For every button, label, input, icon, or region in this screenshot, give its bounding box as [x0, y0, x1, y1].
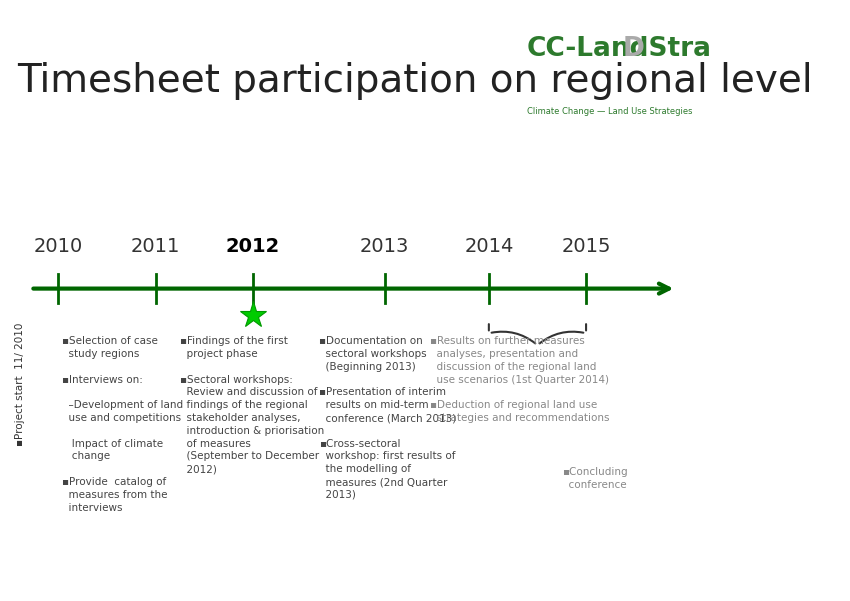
- Text: 2015: 2015: [561, 237, 611, 256]
- Text: 2010: 2010: [34, 237, 83, 256]
- Text: ▪Project start  11/ 2010: ▪Project start 11/ 2010: [15, 322, 26, 445]
- Text: ▪Concluding
  conference: ▪Concluding conference: [562, 467, 627, 490]
- Text: 2011: 2011: [131, 237, 180, 256]
- Text: ▪Documentation on
  sectoral workshops
  (Beginning 2013)

▪Presentation of inte: ▪Documentation on sectoral workshops (Be…: [319, 336, 456, 500]
- Text: Timesheet participation on regional level: Timesheet participation on regional leve…: [17, 63, 813, 100]
- Text: 2012: 2012: [225, 237, 280, 256]
- Text: Climate Change — Land Use Strategies: Climate Change — Land Use Strategies: [527, 107, 693, 116]
- Text: ▪Results on further measures
  analyses, presentation and
  discussion of the re: ▪Results on further measures analyses, p…: [430, 336, 609, 423]
- Text: ▪Selection of case
  study regions

▪Interviews on:

  –Development of land
  us: ▪Selection of case study regions ▪Interv…: [62, 336, 183, 513]
- Text: 2014: 2014: [464, 237, 513, 256]
- Text: CC-LandStra: CC-LandStra: [527, 35, 712, 61]
- Text: 2013: 2013: [360, 237, 410, 256]
- Text: D: D: [623, 35, 645, 61]
- Text: ▪Findings of the first
  project phase

▪Sectoral workshops:
  Review and discus: ▪Findings of the first project phase ▪Se…: [180, 336, 324, 474]
